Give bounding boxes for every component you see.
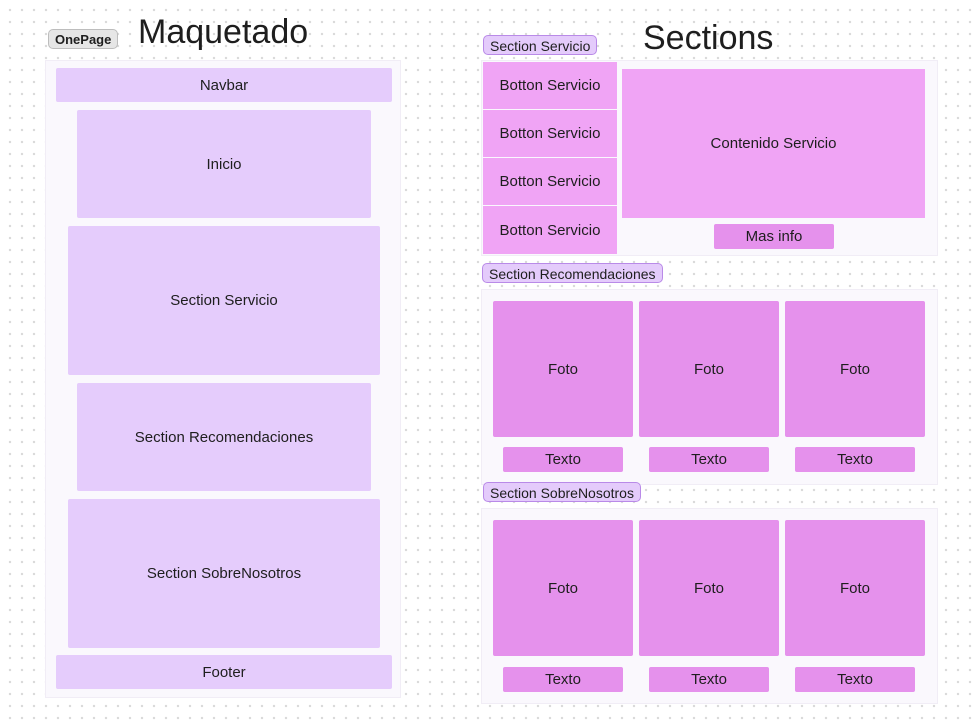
recomendaciones-photo: Foto xyxy=(493,301,633,437)
servicio-button: Botton Servicio xyxy=(483,206,617,254)
servicio-button: Botton Servicio xyxy=(483,110,617,157)
sobrenosotros-text: Texto xyxy=(795,667,915,692)
navbar-block: Navbar xyxy=(56,68,392,102)
mas-info-button: Mas info xyxy=(714,224,834,249)
onepage-tag: OnePage xyxy=(48,29,119,49)
sobrenosotros-block: Section SobreNosotros xyxy=(68,499,380,648)
servicio-block: Section Servicio xyxy=(68,226,380,375)
recomendaciones-text: Texto xyxy=(649,447,769,472)
footer-block: Footer xyxy=(56,655,392,689)
recomendaciones-text: Texto xyxy=(503,447,623,472)
sobrenosotros-photo: Foto xyxy=(639,520,779,656)
sobrenosotros-photo: Foto xyxy=(493,520,633,656)
recomendaciones-tag: Section Recomendaciones xyxy=(482,263,663,283)
servicio-content: Contenido Servicio xyxy=(622,69,925,218)
sobrenosotros-text: Texto xyxy=(649,667,769,692)
sobrenosotros-text: Texto xyxy=(503,667,623,692)
maquetado-title: Maquetado xyxy=(138,13,309,51)
recomendaciones-block: Section Recomendaciones xyxy=(77,383,371,491)
servicio-button: Botton Servicio xyxy=(483,158,617,205)
recomendaciones-photo: Foto xyxy=(785,301,925,437)
recomendaciones-text: Texto xyxy=(795,447,915,472)
recomendaciones-photo: Foto xyxy=(639,301,779,437)
servicio-tag: Section Servicio xyxy=(483,35,598,55)
servicio-button: Botton Servicio xyxy=(483,62,617,109)
inicio-block: Inicio xyxy=(77,110,371,218)
sobrenosotros-tag: Section SobreNosotros xyxy=(483,482,641,502)
sobrenosotros-photo: Foto xyxy=(785,520,925,656)
sections-title: Sections xyxy=(643,19,774,57)
